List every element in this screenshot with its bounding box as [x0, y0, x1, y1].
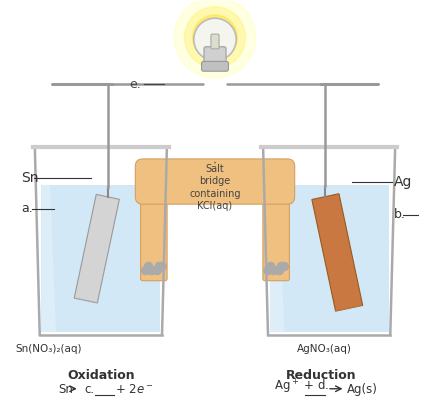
- Text: c.: c.: [85, 383, 95, 396]
- Text: AgNO₃(aq): AgNO₃(aq): [297, 344, 351, 354]
- Polygon shape: [41, 185, 56, 333]
- Text: Ag: Ag: [394, 175, 413, 189]
- Circle shape: [270, 266, 278, 274]
- Polygon shape: [270, 185, 389, 333]
- FancyBboxPatch shape: [204, 47, 226, 67]
- Circle shape: [194, 18, 236, 61]
- Circle shape: [174, 0, 256, 78]
- FancyBboxPatch shape: [202, 61, 228, 71]
- Text: e.: e.: [129, 78, 141, 91]
- Text: + 2$e^-$: + 2$e^-$: [115, 383, 154, 396]
- Polygon shape: [74, 298, 100, 303]
- Polygon shape: [312, 194, 362, 311]
- Polygon shape: [270, 185, 284, 333]
- Circle shape: [275, 266, 283, 274]
- Circle shape: [155, 263, 163, 270]
- Circle shape: [141, 266, 150, 274]
- Circle shape: [267, 263, 275, 270]
- Text: Oxidation: Oxidation: [67, 369, 135, 382]
- Polygon shape: [41, 185, 160, 333]
- Circle shape: [147, 266, 156, 274]
- FancyBboxPatch shape: [211, 34, 219, 49]
- Text: Sn: Sn: [58, 383, 73, 396]
- FancyBboxPatch shape: [135, 159, 295, 204]
- FancyBboxPatch shape: [141, 187, 167, 281]
- Circle shape: [277, 263, 286, 270]
- Circle shape: [158, 263, 166, 270]
- Polygon shape: [74, 194, 120, 303]
- Circle shape: [264, 266, 272, 274]
- Text: b.: b.: [394, 208, 406, 221]
- Text: Sn: Sn: [22, 171, 39, 185]
- Polygon shape: [334, 306, 362, 311]
- Text: a.: a.: [22, 202, 33, 215]
- Text: Salt
bridge
containing
KCl(aq): Salt bridge containing KCl(aq): [189, 164, 241, 211]
- Circle shape: [144, 263, 153, 270]
- Text: Ag(s): Ag(s): [347, 383, 378, 396]
- Circle shape: [153, 266, 161, 274]
- Text: Ag$^+$ + d.: Ag$^+$ + d.: [274, 378, 329, 396]
- Circle shape: [280, 263, 289, 270]
- Circle shape: [184, 7, 246, 68]
- Text: Sn(NO₃)₂(aq): Sn(NO₃)₂(aq): [15, 344, 82, 354]
- Text: Reduction: Reduction: [286, 369, 356, 382]
- Circle shape: [193, 15, 237, 60]
- FancyBboxPatch shape: [263, 187, 289, 281]
